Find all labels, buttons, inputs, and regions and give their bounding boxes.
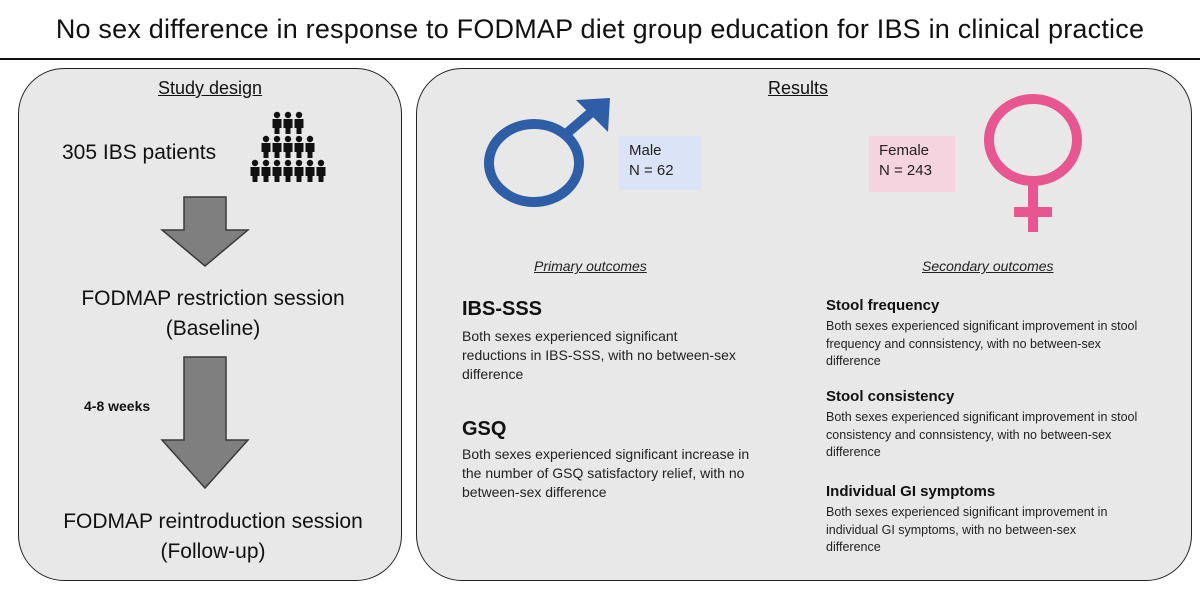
gi-symptoms-line: Both sexes experienced significant impro… bbox=[826, 505, 1108, 519]
study-design-heading: Study design bbox=[158, 78, 263, 98]
results-panel bbox=[416, 68, 1192, 581]
primary-outcomes-heading: Primary outcomes bbox=[534, 258, 647, 274]
female-label: Female bbox=[879, 142, 930, 159]
gsq-line: Both sexes experienced significant incre… bbox=[462, 446, 750, 462]
gi-symptoms-text: Both sexes experienced significant impro… bbox=[826, 504, 1107, 557]
stool-frequency-title: Stool frequency bbox=[826, 297, 940, 314]
stool-consistency-title: Stool consistency bbox=[826, 388, 955, 405]
male-symbol-icon bbox=[484, 98, 610, 207]
reintroduction-session-line2: (Follow-up) bbox=[160, 540, 266, 563]
down-arrow-icon bbox=[160, 356, 250, 490]
gi-symptoms-title: Individual GI symptoms bbox=[826, 483, 996, 500]
stool-consistency-line: consistency and connsistency, with no be… bbox=[826, 427, 1112, 442]
stool-frequency-line: frequency and connsistency, with no betw… bbox=[826, 336, 1101, 351]
results-heading: Results bbox=[768, 78, 829, 98]
gsq-line: the number of GSQ satisfactory relief, w… bbox=[462, 465, 745, 481]
gsq-line: between-sex difference bbox=[462, 484, 607, 500]
ibs-sss-line: Both sexes experienced significant bbox=[462, 328, 678, 344]
stool-consistency-line: Both sexes experienced significant impro… bbox=[826, 410, 1138, 424]
down-arrow-icon bbox=[160, 196, 250, 267]
secondary-outcomes-heading: Secondary outcomes bbox=[922, 258, 1054, 274]
female-n: N = 243 bbox=[879, 162, 932, 179]
stool-frequency-text: Both sexes experienced significant impro… bbox=[826, 318, 1137, 371]
female-symbol-icon bbox=[984, 94, 1082, 232]
reintroduction-session-line1: FODMAP reintroduction session bbox=[63, 510, 363, 533]
people-group-icon bbox=[250, 111, 326, 182]
study-design-panel bbox=[18, 68, 402, 581]
restriction-session-line1: FODMAP restriction session bbox=[81, 287, 345, 310]
ibs-sss-title: IBS-SSS bbox=[462, 298, 543, 320]
male-legend: Male N = 62 bbox=[619, 136, 701, 190]
page-title: No sex difference in response to FODMAP … bbox=[55, 14, 1145, 44]
stool-consistency-text: Both sexes experienced significant impro… bbox=[826, 409, 1137, 462]
ibs-sss-line: reductions in IBS-SSS, with no between-s… bbox=[462, 347, 736, 363]
gi-symptoms-line: difference bbox=[826, 540, 881, 554]
ibs-sss-text: Both sexes experienced significant reduc… bbox=[462, 327, 736, 384]
gsq-text: Both sexes experienced significant incre… bbox=[462, 445, 749, 502]
interval-label: 4-8 weeks bbox=[84, 398, 151, 414]
patients-count: 305 IBS patients bbox=[62, 141, 217, 164]
male-label: Male bbox=[629, 142, 662, 159]
restriction-session-label: FODMAP restriction session (Baseline) bbox=[40, 284, 386, 344]
stool-frequency-line: Both sexes experienced significant impro… bbox=[826, 319, 1138, 333]
gi-symptoms-line: individual GI symptoms, with no between-… bbox=[826, 522, 1077, 537]
stool-frequency-line: difference bbox=[826, 354, 881, 368]
stool-consistency-line: difference bbox=[826, 445, 881, 459]
gsq-title: GSQ bbox=[462, 418, 507, 440]
female-legend: Female N = 243 bbox=[869, 136, 955, 192]
title-divider bbox=[0, 58, 1200, 60]
ibs-sss-line: difference bbox=[462, 366, 524, 382]
male-n: N = 62 bbox=[629, 162, 674, 179]
reintroduction-session-label: FODMAP reintroduction session (Follow-up… bbox=[40, 507, 386, 567]
restriction-session-line2: (Baseline) bbox=[165, 317, 261, 340]
